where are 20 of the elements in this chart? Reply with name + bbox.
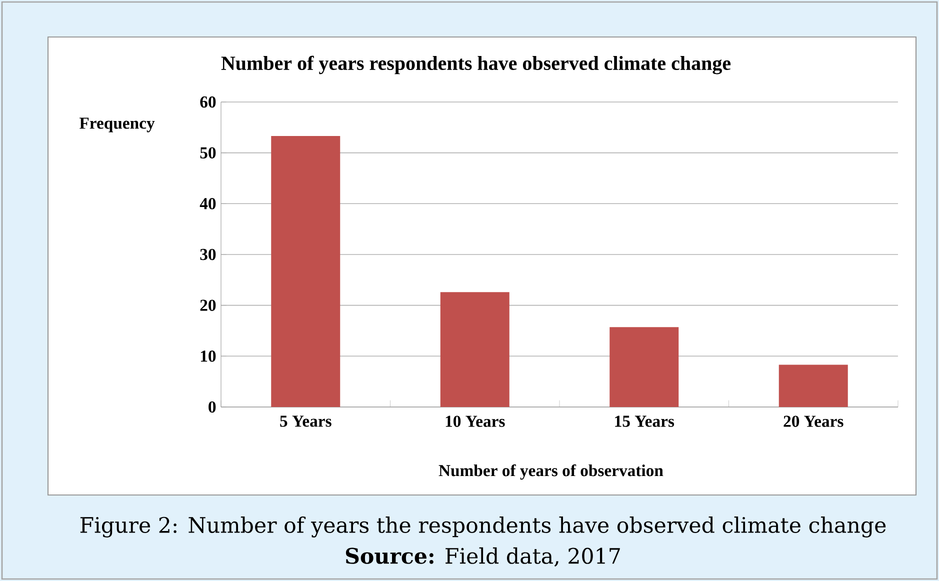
y-tick-label: 10: [200, 350, 216, 362]
y-tick-label: 50: [200, 147, 216, 158]
bar: [778, 364, 848, 407]
bar: [610, 327, 679, 407]
text: Source: Field data, 2017: [346, 547, 620, 567]
x-tick-label: 10 Years: [446, 416, 505, 427]
x-axis-title: Number of years of observation: [438, 464, 664, 480]
y-tick-label: 60: [200, 96, 216, 108]
x-tick-label: 5 Years: [280, 416, 332, 427]
x-tick-label: 15 Years: [615, 416, 674, 427]
y-tick-label: 40: [200, 198, 216, 210]
bar: [440, 292, 510, 407]
bar: [271, 136, 340, 407]
caption: Figure 2: Number of years the respondents have observed climate change: [80, 516, 886, 538]
x-tick-label: 20 Years: [784, 416, 844, 427]
y-tick-label: 0: [208, 401, 216, 413]
y-tick-label: 30: [200, 248, 216, 260]
chart-title: Number of years respondents have observed climate change: [221, 56, 731, 74]
y-tick-label: 20: [200, 300, 216, 311]
y-axis-title: Frequency: [80, 118, 155, 132]
